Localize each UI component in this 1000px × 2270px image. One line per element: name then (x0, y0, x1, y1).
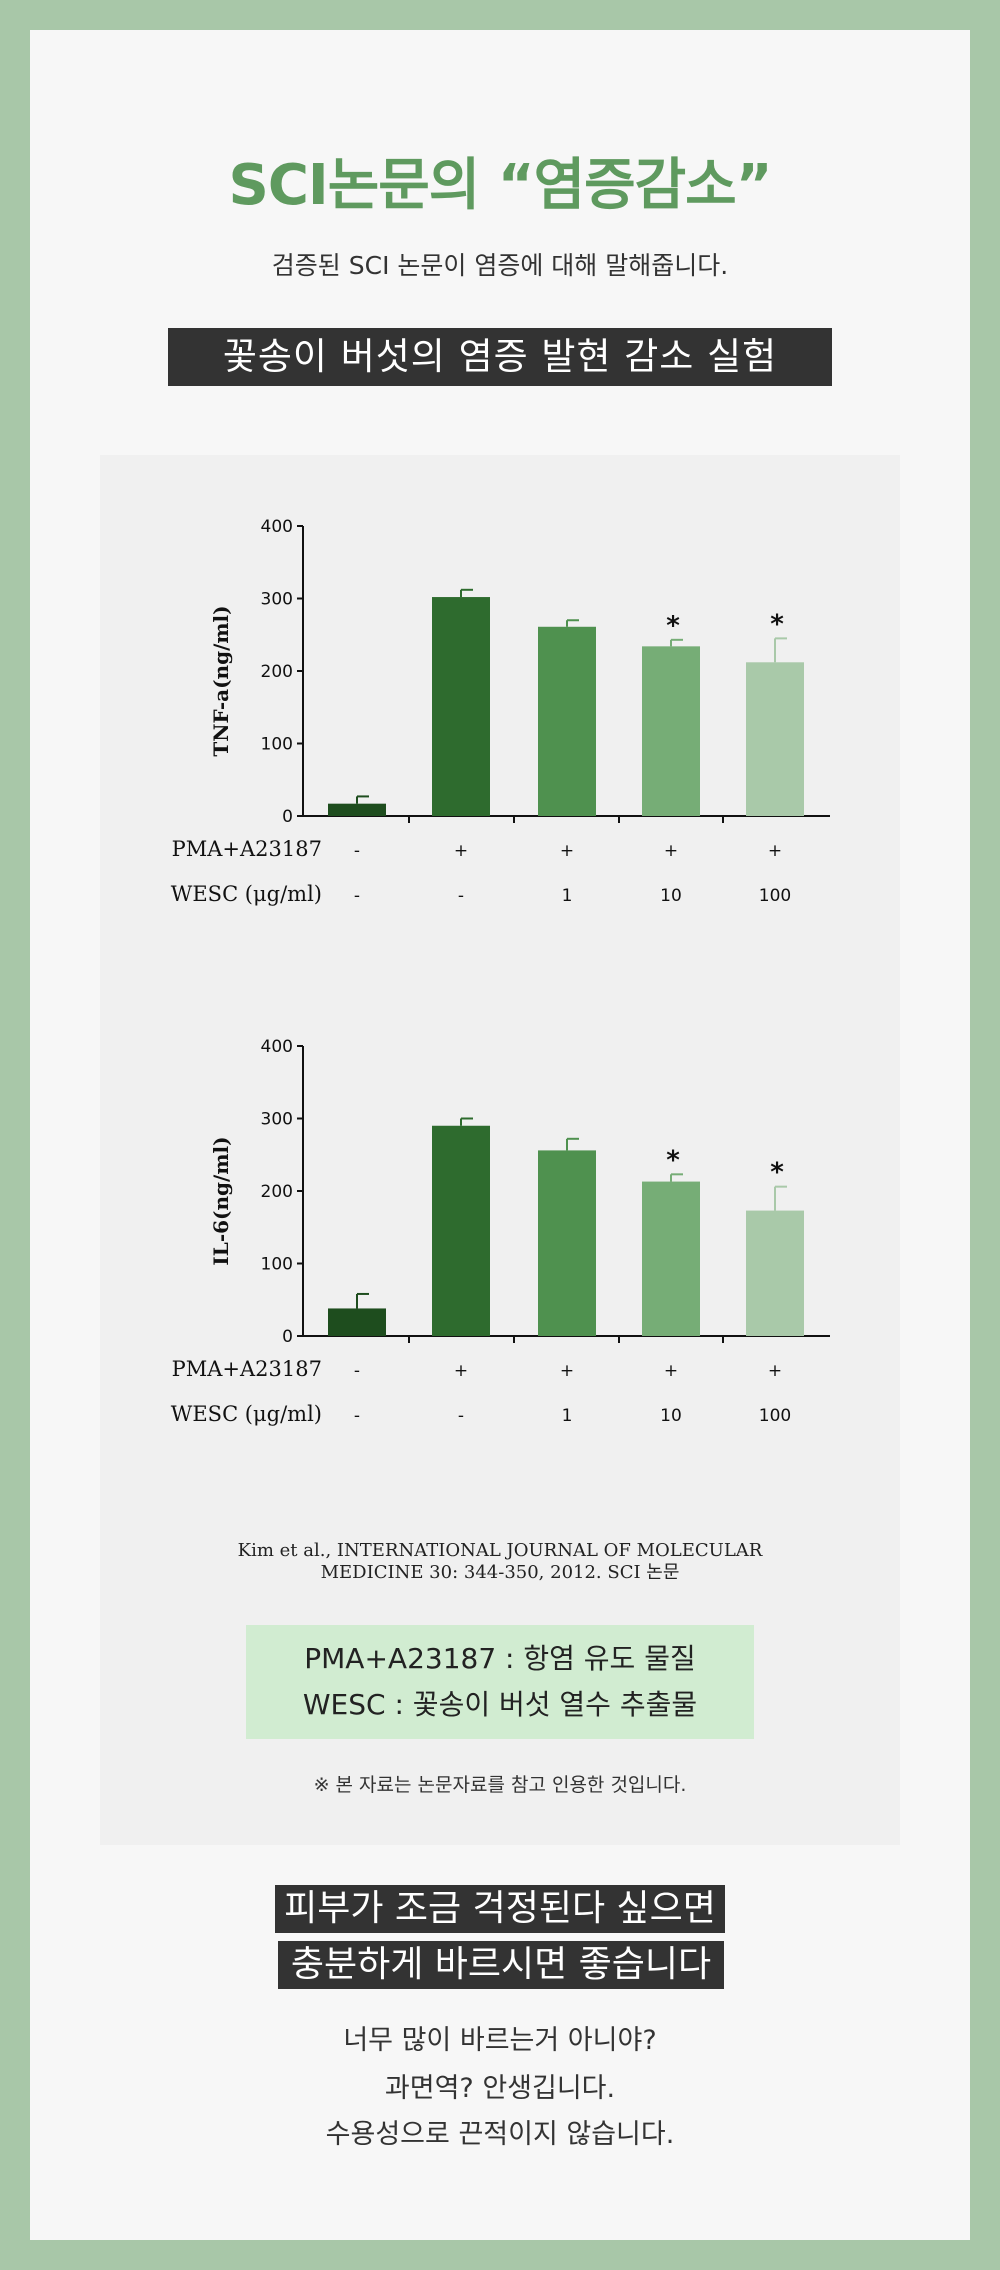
tnf-bar (328, 803, 386, 816)
source-note: ※ 본 자료는 논문자료를 참고 인용한 것입니다. (313, 1774, 687, 1796)
il6-bar (746, 1210, 804, 1336)
citation-line-2: MEDICINE 30: 344-350, 2012. SCI 논문 (320, 1562, 680, 1583)
tnf-row-value: + (454, 841, 468, 861)
tnf-row-value: - (354, 841, 360, 861)
tnf-row-value: - (354, 886, 360, 906)
closing-line-2: 과면역? 안생깁니다. (384, 2073, 616, 2104)
il6-row-value: + (664, 1361, 678, 1381)
tnf-row-value: 100 (759, 886, 791, 906)
tnf-row-value: + (768, 841, 782, 861)
tnf-significance-mark: * (770, 609, 784, 639)
il6-y-tick-label: 300 (261, 1110, 293, 1130)
tnf-y-axis-label: TNF-a(ng/ml) (209, 605, 233, 756)
il6-row-label: PMA+A23187 (172, 1357, 322, 1381)
tnf-significance-mark: * (666, 611, 680, 641)
tnf-row-label: PMA+A23187 (172, 837, 322, 861)
il6-row-value: 1 (562, 1406, 573, 1426)
il6-y-tick-label: 100 (261, 1255, 293, 1275)
tnf-bar (538, 626, 596, 816)
legend-wesc: WESC : 꽃송이 버섯 열수 추출물 (302, 1688, 698, 1721)
experiment-banner: 꽃송이 버섯의 염증 발현 감소 실험 (168, 328, 832, 386)
il6-bar (432, 1125, 490, 1336)
il6-bar (642, 1181, 700, 1336)
tnf-y-tick-label: 400 (261, 517, 293, 537)
tnf-row-value: - (458, 886, 464, 906)
il6-significance-mark: * (666, 1145, 680, 1175)
tnf-y-tick-label: 100 (261, 735, 293, 755)
closing-line-1: 너무 많이 바르는거 아니야? (343, 2025, 657, 2056)
tnf-row-value: 1 (562, 886, 573, 906)
il6-bar (328, 1308, 386, 1336)
il6-row-value: + (560, 1361, 574, 1381)
page-subtitle: 검증된 SCI 논문이 염증에 대해 말해줍니다. (271, 251, 729, 280)
il6-row-label: WESC (μg/ml) (171, 1402, 322, 1426)
il6-row-value: 100 (759, 1406, 791, 1426)
il6-row-value: - (458, 1406, 464, 1426)
tnf-bar (432, 597, 490, 816)
il6-row-value: - (354, 1361, 360, 1381)
tnf-row-value: + (664, 841, 678, 861)
legend-box: PMA+A23187 : 항염 유도 물질 WESC : 꽃송이 버섯 열수 추… (246, 1625, 754, 1739)
il6-row-value: + (768, 1361, 782, 1381)
page-title: SCI논문의 “염증감소” (228, 153, 772, 218)
il6-bar (538, 1150, 596, 1336)
tnf-bar (746, 662, 804, 816)
tnf-y-tick-label: 200 (261, 662, 293, 682)
closing-tag-1: 피부가 조금 걱정된다 싶으면 (275, 1885, 725, 1933)
il6-row-value: + (454, 1361, 468, 1381)
tnf-y-tick-label: 300 (261, 590, 293, 610)
il6-y-tick-label: 0 (282, 1327, 293, 1347)
il6-y-axis-label: IL-6(ng/ml) (209, 1136, 233, 1265)
tnf-bar (642, 646, 700, 816)
tnf-row-value: 10 (660, 886, 682, 906)
il6-row-value: - (354, 1406, 360, 1426)
tnf-row-value: + (560, 841, 574, 861)
il6-row-value: 10 (660, 1406, 682, 1426)
closing-line-3: 수용성으로 끈적이지 않습니다. (325, 2119, 675, 2150)
il6-significance-mark: * (770, 1158, 784, 1188)
legend-pma: PMA+A23187 : 항염 유도 물질 (304, 1642, 696, 1675)
closing-tag-2: 충분하게 바르시면 좋습니다 (278, 1941, 724, 1989)
il6-y-tick-label: 400 (261, 1037, 293, 1057)
il6-y-tick-label: 200 (261, 1182, 293, 1202)
tnf-row-label: WESC (μg/ml) (171, 882, 322, 906)
citation: Kim et al., INTERNATIONAL JOURNAL OF MOL… (0, 1540, 1000, 1584)
citation-line-1: Kim et al., INTERNATIONAL JOURNAL OF MOL… (237, 1540, 763, 1561)
tnf-y-tick-label: 0 (282, 807, 293, 827)
